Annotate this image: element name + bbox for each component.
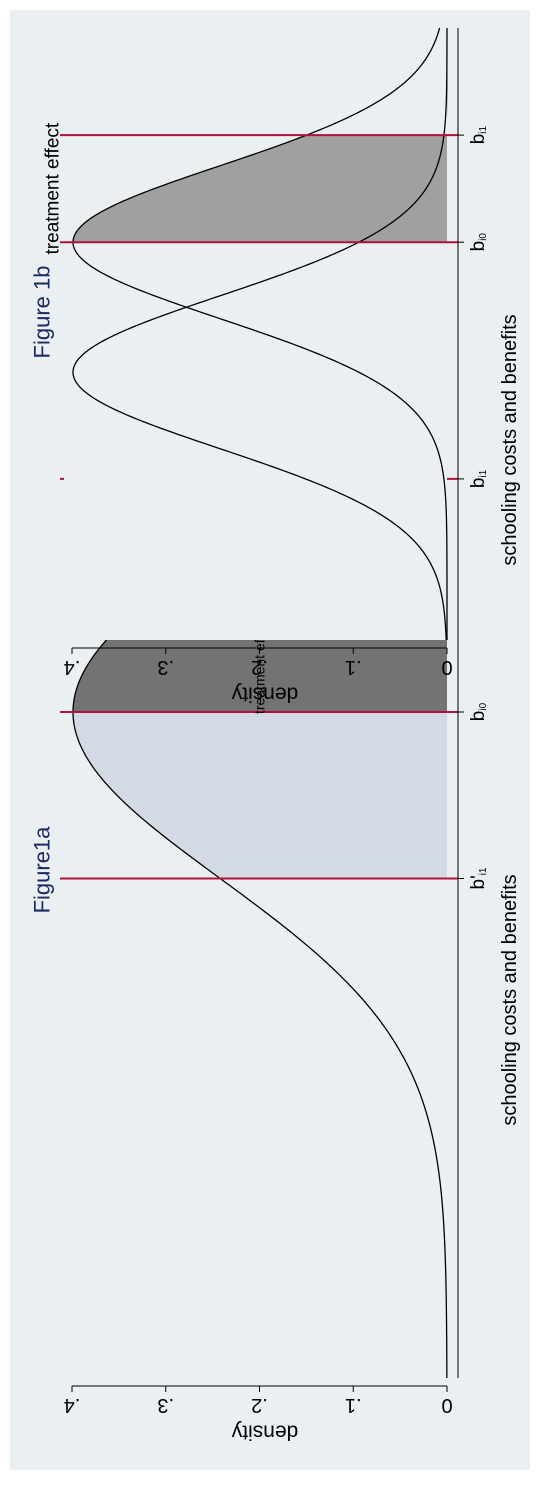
ytick-label-0: 0 [441, 1394, 452, 1416]
y-axis-title: density [231, 1421, 298, 1444]
x-axis-title: schooling costs and benefits [499, 314, 521, 565]
ytick-label-2: .2 [251, 1394, 268, 1416]
ytick-label-1: .1 [345, 1394, 362, 1416]
ytick-label-3: .3 [157, 656, 174, 678]
ytick-label-3: .3 [157, 1394, 174, 1416]
ytick-label-0: 0 [441, 656, 452, 678]
xtick-label-2: bi0 [468, 702, 489, 721]
chart-title: Figure 1b [30, 266, 55, 359]
ytick-label-2: .2 [251, 656, 268, 678]
density-curve-2 [72, 27, 448, 640]
chart-panel-2: bi0 bi1 0 .1 .2 .3 .4 density schooling costs an… [30, 27, 521, 706]
xtick-label-3: bi1 [468, 469, 489, 488]
ytick-label-4: .4 [64, 656, 81, 678]
shaded-region-1 [72, 135, 448, 243]
xtick-label-1: b'i1 [468, 867, 489, 889]
y-axis-title: density [231, 683, 298, 706]
xtick-label-1: bi0 [468, 233, 489, 252]
shaded-region-1 [72, 712, 448, 879]
plot-area [64, 28, 447, 640]
xtick-label-2: bi1 [468, 125, 489, 144]
ytick-label-4: .4 [64, 1394, 81, 1416]
density-curve-1 [72, 27, 448, 641]
x-axis-title: schooling costs and benefits [499, 874, 521, 1125]
annotation-1: treatment effect [43, 122, 64, 254]
ytick-label-1: .1 [345, 656, 362, 678]
chart-title: Figure1a [30, 826, 55, 914]
